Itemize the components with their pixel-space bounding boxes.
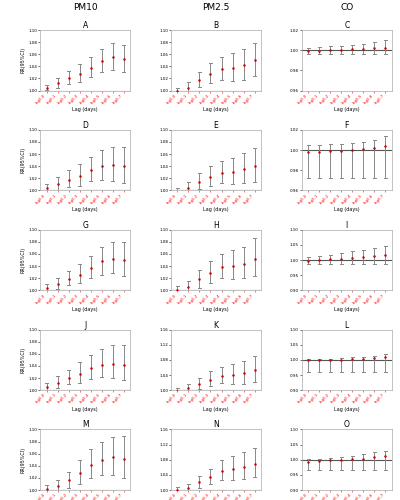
Y-axis label: RR(95%CI): RR(95%CI) — [20, 47, 26, 74]
Y-axis label: RR(95%CI): RR(95%CI) — [20, 147, 26, 173]
Title: L: L — [345, 320, 349, 330]
X-axis label: Lag (days): Lag (days) — [72, 107, 98, 112]
X-axis label: Lag (days): Lag (days) — [334, 207, 360, 212]
Text: PM2.5: PM2.5 — [202, 3, 230, 12]
Title: E: E — [214, 121, 218, 130]
X-axis label: Lag (days): Lag (days) — [203, 207, 229, 212]
X-axis label: Lag (days): Lag (days) — [72, 306, 98, 312]
X-axis label: Lag (days): Lag (days) — [203, 406, 229, 412]
Title: A: A — [82, 21, 88, 30]
Title: H: H — [213, 220, 219, 230]
Title: J: J — [84, 320, 86, 330]
X-axis label: Lag (days): Lag (days) — [334, 306, 360, 312]
X-axis label: Lag (days): Lag (days) — [72, 207, 98, 212]
Text: CO: CO — [340, 3, 354, 12]
Title: I: I — [346, 220, 348, 230]
Y-axis label: RR(95%CI): RR(95%CI) — [20, 247, 26, 273]
Title: D: D — [82, 121, 88, 130]
Title: N: N — [213, 420, 219, 430]
Title: B: B — [214, 21, 218, 30]
Title: G: G — [82, 220, 88, 230]
Title: K: K — [214, 320, 218, 330]
Text: PM10: PM10 — [73, 3, 98, 12]
Y-axis label: RR(95%CI): RR(95%CI) — [20, 446, 26, 473]
X-axis label: Lag (days): Lag (days) — [203, 306, 229, 312]
Y-axis label: RR(95%CI): RR(95%CI) — [20, 347, 26, 373]
Title: O: O — [344, 420, 350, 430]
Title: M: M — [82, 420, 88, 430]
X-axis label: Lag (days): Lag (days) — [334, 107, 360, 112]
X-axis label: Lag (days): Lag (days) — [334, 406, 360, 412]
X-axis label: Lag (days): Lag (days) — [72, 406, 98, 412]
X-axis label: Lag (days): Lag (days) — [203, 107, 229, 112]
Title: F: F — [345, 121, 349, 130]
Title: C: C — [344, 21, 350, 30]
